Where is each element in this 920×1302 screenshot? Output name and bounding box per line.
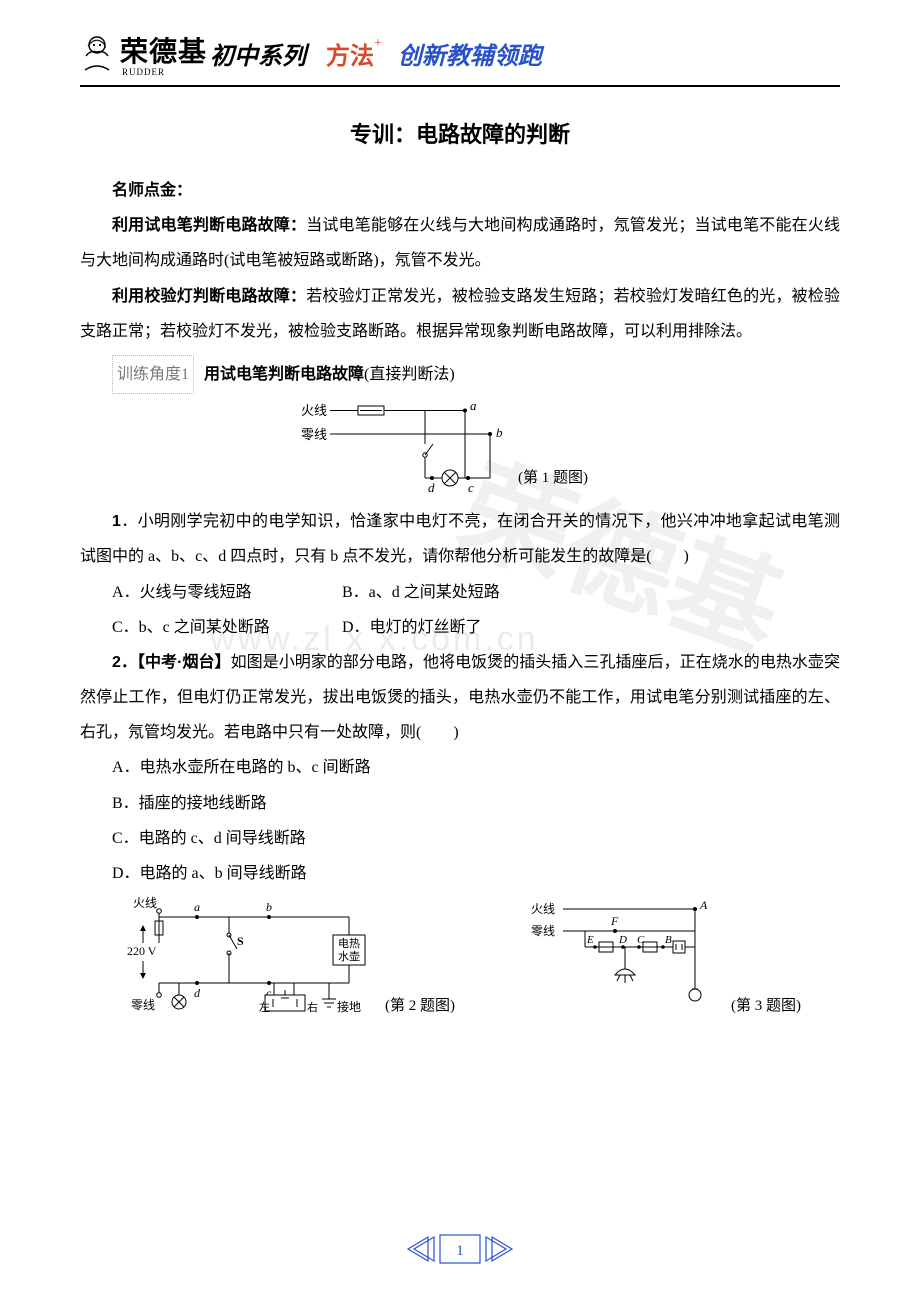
q2-options: A．电热水壶所在电路的 b、c 间断路 B．插座的接地线断路 C．电路的 c、d… [112,750,840,891]
brand-logo: 荣德基 RUDDER 初中系列 [80,30,306,77]
fig2-kettle1: 电热 [338,937,360,950]
fig2-S: S [237,934,244,948]
fig1-live: 火线 [301,403,327,418]
fig3-neutral: 零线 [531,924,555,938]
fig1-d: d [428,480,435,495]
figure-3: 火线 零线 A F E D C B [525,895,801,1015]
fig1-c: c [468,480,474,495]
q2-opt-b: B．插座的接地线断路 [112,786,840,821]
q1-opt-a: A．火线与零线短路 [112,575,342,610]
figure-1: 火线 零线 a b d c [80,400,840,500]
fig2-neutral: 零线 [131,998,155,1012]
document-title: 专训：电路故障的判断 [80,117,840,149]
brand-name-cn: 荣德基 [120,37,207,68]
q1-opt-c: C．b、c 之间某处断路 [112,610,342,645]
section-title: 用试电笔判断电路故障 [204,366,364,383]
section-1-heading: 训练角度1 用试电笔判断电路故障(直接判断法) [80,355,840,394]
fig3-caption: (第 3 题图) [731,994,801,1015]
page-number: 1 [400,1231,520,1272]
fig2-b: b [266,900,272,914]
q2-tag: ．【中考·烟台】 [121,654,231,671]
fig3-C: C [637,934,645,946]
section-sub: (直接判断法) [364,366,455,383]
q1-text: ．小明刚学完初中的电学知识，恰逢家中电灯不亮，在闭合开关的情况下，他兴冲冲地拿起… [80,513,840,565]
q2-opt-a: A．电热水壶所在电路的 b、c 间断路 [112,750,840,785]
q1-opt-b: B．a、d 之间某处短路 [342,575,572,610]
figure-2: 火线 a b 220 V [119,895,455,1015]
fig2-caption: (第 2 题图) [385,994,455,1015]
fig2-d: d [194,986,201,1000]
header-plus: + [374,36,382,52]
header-slogan: 创新教辅领跑 [398,36,542,71]
fig1-neutral: 零线 [301,427,327,442]
section-tag: 训练角度1 [112,355,194,394]
page-number-value: 1 [456,1243,464,1259]
fig3-F: F [610,914,619,928]
brand-suffix: 初中系列 [210,36,306,71]
intro-label: 名师点金： [80,173,840,208]
page-header: 荣德基 RUDDER 初中系列 方法 + 创新教辅领跑 [80,30,840,87]
header-method: 方法 [326,36,374,71]
q2-opt-c: C．电路的 c、d 间导线断路 [112,821,840,856]
q1-opt-d: D．电灯的灯丝断了 [342,610,572,645]
intro-p1: 利用试电笔判断电路故障：当试电笔能够在火线与大地间构成通路时，氖管发光；当试电笔… [80,208,840,278]
intro-p2: 利用校验灯判断电路故障：若校验灯正常发光，被检验支路发生短路；若校验灯发暗红色的… [80,279,840,349]
q1-options: A．火线与零线短路 B．a、d 之间某处短路 C．b、c 之间某处断路 D．电灯… [112,575,840,645]
question-2: 2．【中考·烟台】如图是小明家的部分电路，他将电饭煲的插头插入三孔插座后，正在烧… [80,645,840,751]
q2-num: 2 [112,654,121,671]
fig2-right: 右 [307,1000,318,1014]
figures-row: 火线 a b 220 V [80,895,840,1015]
intro-p1-lead: 利用试电笔判断电路故障： [112,217,306,234]
brand-name-en: RUDDER [122,67,207,77]
fig2-live: 火线 [133,896,157,910]
fig1-caption: (第 1 题图) [518,468,588,486]
intro-p2-lead: 利用校验灯判断电路故障： [112,288,306,305]
fig2-kettle2: 水壶 [338,949,360,963]
fig2-ground: 接地 [337,999,361,1014]
fig1-a: a [470,400,477,413]
fig2-voltage: 220 V [127,944,157,958]
fig1-b: b [496,425,503,440]
fig3-B: B [665,934,672,946]
fig2-left: 左 [259,1001,270,1014]
q1-num: 1 [112,513,121,530]
question-1: 1．小明刚学完初中的电学知识，恰逢家中电灯不亮，在闭合开关的情况下，他兴冲冲地拿… [80,504,840,574]
q2-opt-d: D．电路的 a、b 间导线断路 [112,856,840,891]
fig3-live: 火线 [531,902,555,916]
fig3-A: A [699,898,708,912]
fig3-E: E [586,934,594,946]
fig3-D: D [618,934,627,946]
fig2-a: a [194,900,200,914]
logo-person-icon [80,34,114,74]
